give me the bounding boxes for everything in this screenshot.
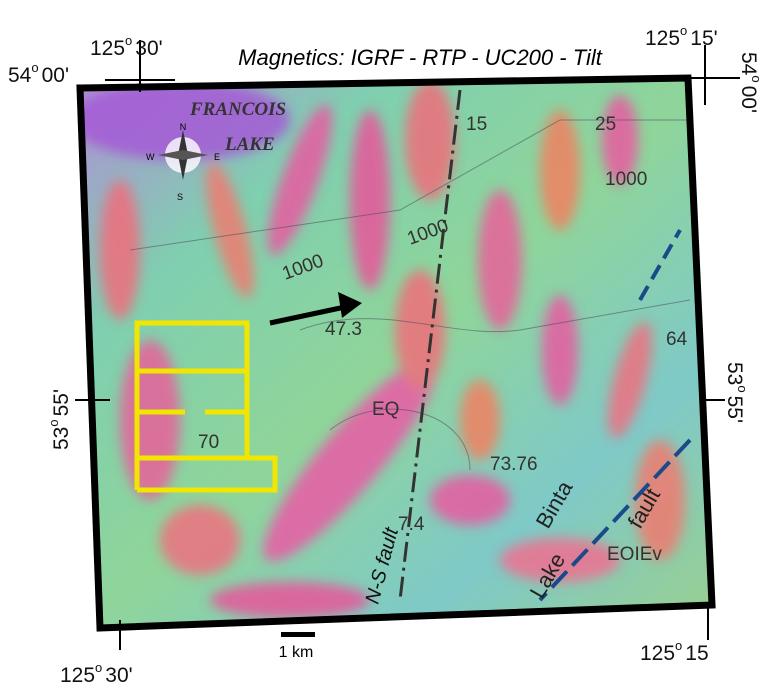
label-part: 55' xyxy=(723,396,746,423)
label-part: o xyxy=(31,60,38,75)
label-part: 53 xyxy=(50,427,73,450)
label-part: 125 xyxy=(60,664,95,687)
magnetic-map: N S E W FRANCOIS LAKE 15 25 1000 1000 10… xyxy=(70,70,720,640)
map-label: 47.3 xyxy=(325,319,362,340)
map-label: 70 xyxy=(198,432,219,453)
label-part: 30' xyxy=(105,664,132,687)
label-part: o xyxy=(680,23,687,38)
label-part: 125 xyxy=(645,27,680,50)
label-part: 54 xyxy=(737,52,760,76)
label-part: 54 xyxy=(8,64,32,87)
lake-label: LAKE xyxy=(224,134,275,155)
label-part: 30' xyxy=(135,37,162,60)
label-part: 15 xyxy=(685,642,708,665)
map-figure: N S E W FRANCOIS LAKE 15 25 1000 1000 10… xyxy=(0,0,779,691)
scale-bar xyxy=(281,632,315,637)
map-label: EQ xyxy=(372,399,399,420)
latitude-label: 53o 55' xyxy=(723,362,750,423)
map-label: 25 xyxy=(595,114,616,135)
latitude-label: 53o 55' xyxy=(46,389,73,450)
contour-label: 1000 xyxy=(605,169,647,190)
map-label: 15 xyxy=(466,114,487,135)
label-part: o xyxy=(46,419,61,426)
map-label: EOIEv xyxy=(607,544,662,565)
label-part: 125 xyxy=(90,37,125,60)
label-part: 55' xyxy=(50,389,73,416)
label-part: o xyxy=(125,33,132,48)
latitude-label: 54o 00' xyxy=(737,52,764,113)
latitude-label: 54o 00' xyxy=(8,60,69,87)
lake-label: FRANCOIS xyxy=(189,99,286,120)
compass-s: S xyxy=(177,192,183,202)
label-part: 00' xyxy=(42,64,69,87)
compass-w: W xyxy=(146,152,155,162)
map-title: Magnetics: IGRF - RTP - UC200 - Tilt xyxy=(238,45,603,70)
map-label: 73.76 xyxy=(490,454,538,475)
label-part: 125 xyxy=(640,642,675,665)
compass-n: N xyxy=(180,122,187,132)
scale-label: 1 km xyxy=(279,644,314,661)
map-label: 64 xyxy=(666,329,688,350)
label-part: o xyxy=(675,638,682,653)
compass-e: E xyxy=(214,152,220,162)
label-part: 15' xyxy=(690,27,717,50)
label-part: 00' xyxy=(737,86,760,113)
label-part: o xyxy=(95,660,102,675)
label-part: o xyxy=(735,385,750,392)
label-part: 53 xyxy=(723,362,746,385)
label-part: o xyxy=(749,75,764,82)
